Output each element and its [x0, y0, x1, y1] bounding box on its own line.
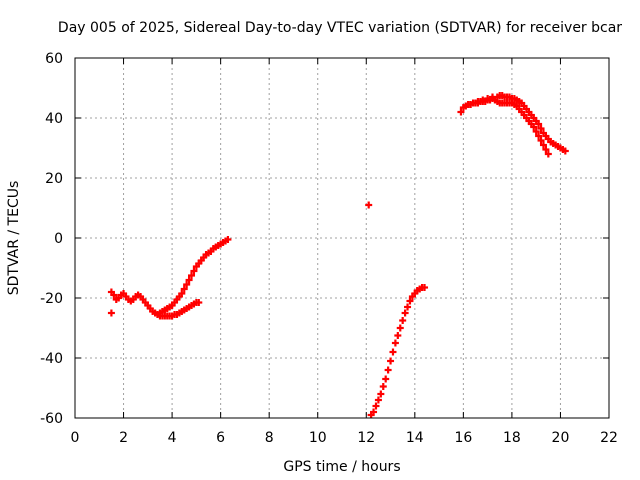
data-point [544, 150, 552, 158]
y-tick-label: -40 [40, 351, 63, 367]
data-point [394, 332, 402, 339]
x-tick-label: 16 [454, 430, 472, 446]
data-point [396, 324, 404, 332]
data-point [382, 375, 390, 383]
data-point [530, 123, 538, 131]
data-point [561, 147, 569, 155]
series-arc-3 [367, 284, 429, 419]
data-point [379, 383, 387, 390]
x-tick-label: 2 [119, 430, 128, 446]
x-tick-label: 18 [503, 430, 521, 446]
data-point [537, 125, 545, 132]
data-points [107, 92, 569, 419]
data-point [110, 291, 118, 299]
data-point [457, 108, 465, 116]
data-point [195, 299, 203, 306]
data-point [537, 137, 545, 144]
data-point [180, 285, 188, 293]
data-point [365, 201, 373, 209]
data-point [399, 317, 407, 324]
data-point [542, 146, 550, 153]
data-point [535, 120, 543, 128]
data-point [535, 132, 543, 140]
data-point [377, 390, 385, 398]
data-point [224, 236, 232, 243]
x-tick-label: 6 [216, 430, 225, 446]
data-point [421, 284, 429, 291]
y-tick-label: 0 [54, 231, 63, 247]
y-axis-label: SDTVAR / TECUs [6, 181, 22, 296]
data-point [374, 396, 382, 404]
data-point [107, 309, 115, 317]
data-point [474, 98, 482, 105]
series-arc-5 [464, 92, 569, 155]
data-point [532, 128, 540, 135]
data-point [370, 408, 378, 416]
data-point [183, 281, 191, 288]
x-axis-label: GPS time / hours [283, 459, 400, 475]
x-tick-label: 20 [552, 430, 570, 446]
y-tick-label: -20 [40, 291, 63, 307]
y-tick-label: 20 [45, 171, 63, 187]
data-point [190, 267, 198, 275]
data-point [401, 309, 409, 317]
data-point [484, 95, 492, 102]
x-tick-label: 8 [265, 430, 274, 446]
series-isolated-point [365, 201, 373, 209]
x-tick-label: 22 [600, 430, 618, 446]
y-tick-label: 40 [45, 111, 63, 127]
y-tick-label: -60 [40, 411, 63, 427]
data-point [479, 96, 487, 104]
grid [75, 58, 609, 418]
chart-title: Day 005 of 2025, Sidereal Day-to-day VTE… [58, 20, 622, 36]
data-point [185, 276, 193, 284]
x-tick-label: 4 [168, 430, 177, 446]
x-tick-label: 0 [71, 430, 80, 446]
data-point [406, 297, 414, 305]
y-tick-label: 60 [45, 51, 63, 67]
data-point [384, 366, 392, 374]
axis-ticks: 0 2 4 6 8 10 12 14 16 18 20 22 -60 -40 -20 0 20 40 60 [40, 51, 618, 446]
data-point [188, 272, 196, 279]
data-point [387, 357, 395, 365]
x-tick-label: 14 [406, 430, 424, 446]
data-point [178, 290, 186, 297]
series-arc-2 [107, 299, 203, 320]
data-point [539, 141, 547, 149]
data-point [469, 99, 477, 107]
data-point [464, 101, 472, 108]
data-point [391, 339, 399, 347]
x-tick-label: 10 [309, 430, 327, 446]
x-tick-label: 12 [357, 430, 375, 446]
series-arc-1 [107, 236, 232, 318]
data-point [389, 348, 397, 356]
data-point [372, 402, 380, 410]
data-point [404, 303, 412, 311]
plot-frame [74, 57, 610, 419]
